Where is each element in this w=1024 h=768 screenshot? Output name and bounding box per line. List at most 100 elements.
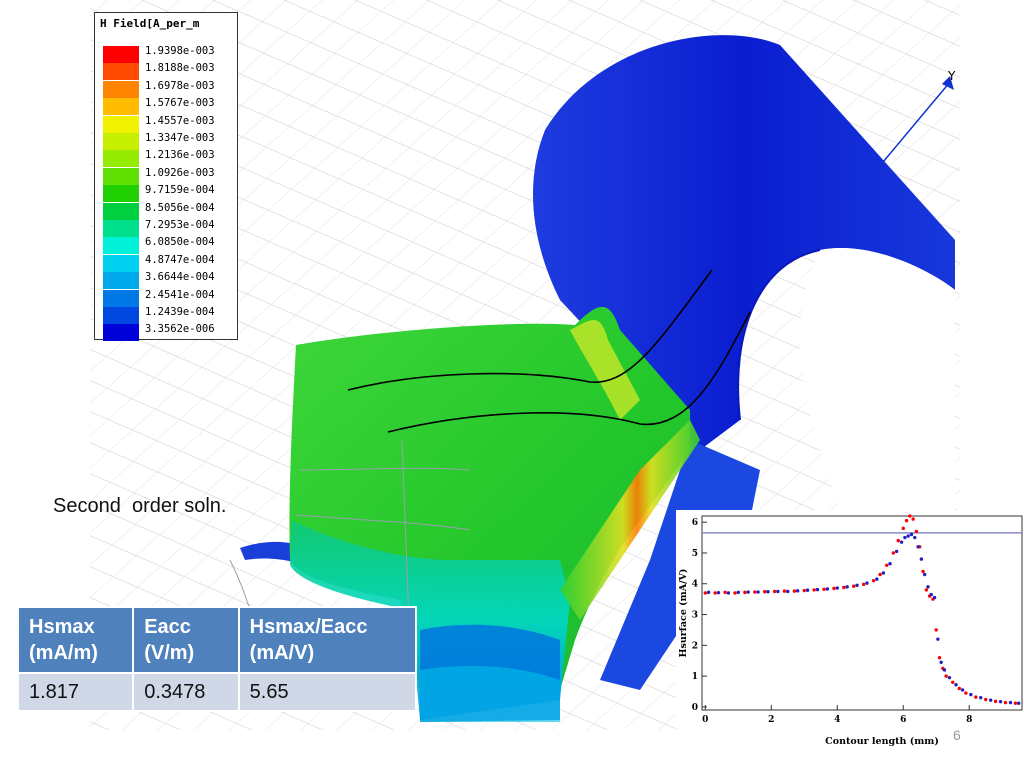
data-point [861,582,866,587]
data-point [706,590,711,595]
data-point [998,699,1003,704]
legend-item: 1.3347e-003 [99,132,235,150]
data-point [786,589,790,594]
data-point [929,592,933,597]
data-point [888,562,892,566]
legend-swatch [103,202,139,220]
cell-ratio: 5.65 [237,672,418,712]
legend-swatch [103,324,139,342]
legend-swatch [103,115,139,133]
legend-label: 1.6978e-003 [145,79,215,92]
data-point [815,587,820,592]
legend-swatch [103,185,139,203]
cell-eacc: 0.3478 [132,672,240,712]
data-point [766,590,770,594]
data-point [756,590,760,594]
data-point [919,557,924,561]
legend-label: 2.4541e-004 [145,288,215,301]
y-tick-label: 5 [692,549,698,559]
data-point [772,589,777,594]
data-point [957,686,962,691]
data-point [835,586,839,590]
legend-item: 8.5056e-004 [99,201,235,220]
legend-swatch [103,80,139,98]
data-point [1017,701,1021,705]
data-point [903,535,907,540]
legend-label: 3.6644e-004 [145,271,215,284]
legend-swatch [103,220,139,237]
data-point [936,637,940,641]
data-point [906,534,910,538]
legend-item: 7.2953e-004 [99,219,235,237]
data-point [825,587,830,591]
data-point [924,588,929,592]
cell-hsmax: 1.817 [16,672,135,712]
results-table: Hsmax (mA/m) Eacc (V/m) Hsmax/Eacc (mA/V) 1… [16,606,418,712]
y-tick-label: 0 [692,703,698,713]
x-tick-label: 6 [900,715,906,725]
legend-label: 8.5056e-004 [145,201,215,214]
data-point [733,591,737,595]
data-point [984,697,988,702]
data-point [937,655,942,660]
table-header-row: Hsmax (mA/m) Eacc (V/m) Hsmax/Eacc (mA/V) [16,606,418,674]
x-axis-label: Contour length (mm) [825,736,939,747]
legend-label: 6.0850e-004 [145,236,215,249]
data-point [896,538,900,543]
data-point [947,675,952,680]
data-point [934,628,938,632]
legend-swatch [103,307,139,324]
data-point [942,668,947,672]
data-point [899,540,904,544]
legend-swatch [103,272,139,290]
data-point [776,589,780,594]
legend-label: 4.8747e-004 [145,253,215,266]
data-point [1013,701,1018,705]
legend-item: 3.3562e-006 [99,323,235,342]
data-point [812,588,816,592]
data-point [944,674,948,678]
data-point [904,518,909,523]
data-point [974,695,978,699]
data-point [703,591,707,595]
legend-swatch [103,289,139,307]
y-tick-label: 2 [692,641,698,651]
data-point [932,595,937,600]
legend-item: 1.9398e-003 [99,45,235,63]
x-tick-label: 0 [702,715,708,725]
x-tick-label: 2 [768,715,774,725]
data-point [842,585,846,590]
data-point [951,680,955,684]
data-point [891,551,896,555]
header-eacc: Eacc (V/m) [132,606,240,674]
legend-label: 9.7159e-004 [145,184,215,197]
data-point [881,571,886,575]
data-point [782,589,787,593]
legend-label: 1.8188e-003 [145,62,215,75]
data-point [723,590,727,595]
legend-label: 1.3347e-003 [145,132,215,144]
header-hsmax: Hsmax (mA/m) [16,606,135,674]
legend-swatch [103,150,139,168]
legend-swatch [103,63,139,81]
data-point [885,563,889,567]
data-point [922,572,927,577]
data-point [979,695,983,700]
legend-label: 1.5767e-003 [145,97,215,110]
data-point [960,688,965,692]
data-point [871,578,876,583]
axis-label: Y [947,69,956,83]
legend-item: 3.6644e-004 [99,271,235,290]
y-tick-label: 3 [692,611,698,621]
data-point [921,569,925,574]
data-point [1008,700,1013,705]
solution-caption: Second order soln. [53,495,227,517]
x-tick-label: 4 [834,715,840,725]
y-tick-label: 4 [692,580,698,590]
data-point [908,514,912,518]
data-point [743,590,747,595]
legend-swatch [103,167,139,185]
data-point [954,683,958,687]
data-point [726,591,731,595]
